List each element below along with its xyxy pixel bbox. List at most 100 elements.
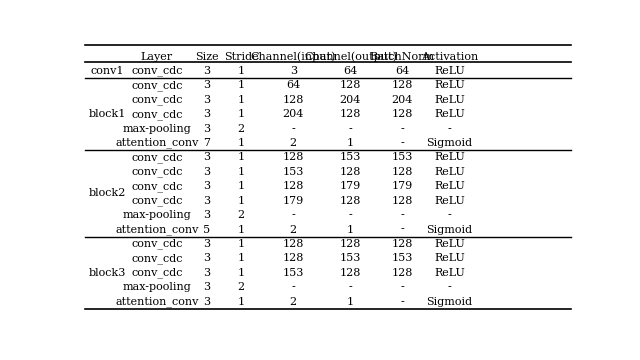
Text: 153: 153 bbox=[283, 268, 304, 278]
Text: 153: 153 bbox=[340, 253, 361, 264]
Text: 3: 3 bbox=[203, 297, 210, 307]
Text: 1: 1 bbox=[237, 196, 244, 206]
Text: ReLU: ReLU bbox=[434, 196, 465, 206]
Text: 153: 153 bbox=[392, 253, 413, 264]
Text: ReLU: ReLU bbox=[434, 109, 465, 119]
Text: conv_cdc: conv_cdc bbox=[131, 80, 182, 91]
Text: Sigmoid: Sigmoid bbox=[426, 138, 472, 148]
Text: 1: 1 bbox=[347, 297, 354, 307]
Text: max-pooling: max-pooling bbox=[122, 123, 191, 134]
Text: 1: 1 bbox=[237, 95, 244, 105]
Text: ReLU: ReLU bbox=[434, 181, 465, 191]
Text: 1: 1 bbox=[237, 153, 244, 162]
Text: conv_cdc: conv_cdc bbox=[131, 195, 182, 206]
Text: 128: 128 bbox=[340, 167, 361, 177]
Text: 128: 128 bbox=[392, 268, 413, 278]
Text: 7: 7 bbox=[203, 138, 210, 148]
Text: Layer: Layer bbox=[141, 51, 173, 62]
Text: -: - bbox=[401, 138, 404, 148]
Text: 179: 179 bbox=[392, 181, 413, 191]
Text: 3: 3 bbox=[203, 210, 210, 220]
Text: attention_conv: attention_conv bbox=[115, 138, 198, 148]
Text: Sigmoid: Sigmoid bbox=[426, 225, 472, 234]
Text: 1: 1 bbox=[347, 138, 354, 148]
Text: -: - bbox=[291, 123, 295, 134]
Text: Channel(output): Channel(output) bbox=[304, 51, 397, 62]
Text: conv_cdc: conv_cdc bbox=[131, 181, 182, 192]
Text: 128: 128 bbox=[283, 253, 304, 264]
Text: 3: 3 bbox=[203, 109, 210, 119]
Text: BatchNorm: BatchNorm bbox=[370, 51, 435, 62]
Text: -: - bbox=[447, 282, 451, 292]
Text: 1: 1 bbox=[237, 109, 244, 119]
Text: 3: 3 bbox=[203, 123, 210, 134]
Text: 3: 3 bbox=[203, 196, 210, 206]
Text: conv_cdc: conv_cdc bbox=[131, 152, 182, 163]
Text: 3: 3 bbox=[203, 66, 210, 76]
Text: 128: 128 bbox=[392, 167, 413, 177]
Text: 128: 128 bbox=[340, 196, 361, 206]
Text: block2: block2 bbox=[88, 189, 126, 198]
Text: block1: block1 bbox=[88, 109, 126, 119]
Text: 2: 2 bbox=[237, 210, 244, 220]
Text: conv_cdc: conv_cdc bbox=[131, 239, 182, 249]
Text: 3: 3 bbox=[203, 253, 210, 264]
Text: 1: 1 bbox=[237, 66, 244, 76]
Text: block3: block3 bbox=[88, 268, 126, 278]
Text: 128: 128 bbox=[340, 268, 361, 278]
Text: 3: 3 bbox=[203, 282, 210, 292]
Text: 3: 3 bbox=[203, 239, 210, 249]
Text: 1: 1 bbox=[237, 253, 244, 264]
Text: 128: 128 bbox=[283, 95, 304, 105]
Text: 153: 153 bbox=[283, 167, 304, 177]
Text: -: - bbox=[401, 123, 404, 134]
Text: max-pooling: max-pooling bbox=[122, 282, 191, 292]
Text: 3: 3 bbox=[203, 268, 210, 278]
Text: attention_conv: attention_conv bbox=[115, 224, 198, 235]
Text: 128: 128 bbox=[340, 109, 361, 119]
Text: 2: 2 bbox=[237, 282, 244, 292]
Text: 128: 128 bbox=[340, 239, 361, 249]
Text: -: - bbox=[447, 210, 451, 220]
Text: conv_cdc: conv_cdc bbox=[131, 167, 182, 177]
Text: Sigmoid: Sigmoid bbox=[426, 297, 472, 307]
Text: 128: 128 bbox=[283, 153, 304, 162]
Text: ReLU: ReLU bbox=[434, 153, 465, 162]
Text: Channel(input): Channel(input) bbox=[251, 51, 336, 62]
Text: -: - bbox=[348, 210, 352, 220]
Text: 1: 1 bbox=[237, 297, 244, 307]
Text: Size: Size bbox=[195, 51, 218, 62]
Text: 153: 153 bbox=[392, 153, 413, 162]
Text: 1: 1 bbox=[237, 225, 244, 234]
Text: 1: 1 bbox=[237, 239, 244, 249]
Text: 128: 128 bbox=[340, 80, 361, 90]
Text: 2: 2 bbox=[290, 138, 297, 148]
Text: 128: 128 bbox=[392, 196, 413, 206]
Text: conv_cdc: conv_cdc bbox=[131, 253, 182, 264]
Text: -: - bbox=[401, 282, 404, 292]
Text: attention_conv: attention_conv bbox=[115, 296, 198, 307]
Text: -: - bbox=[401, 297, 404, 307]
Text: -: - bbox=[447, 123, 451, 134]
Text: 204: 204 bbox=[283, 109, 304, 119]
Text: -: - bbox=[401, 225, 404, 234]
Text: ReLU: ReLU bbox=[434, 80, 465, 90]
Text: conv_cdc: conv_cdc bbox=[131, 94, 182, 105]
Text: 3: 3 bbox=[203, 153, 210, 162]
Text: ReLU: ReLU bbox=[434, 253, 465, 264]
Text: ReLU: ReLU bbox=[434, 95, 465, 105]
Text: 1: 1 bbox=[237, 268, 244, 278]
Text: 1: 1 bbox=[237, 80, 244, 90]
Text: -: - bbox=[291, 210, 295, 220]
Text: -: - bbox=[348, 282, 352, 292]
Text: 204: 204 bbox=[392, 95, 413, 105]
Text: 2: 2 bbox=[290, 297, 297, 307]
Text: 128: 128 bbox=[283, 239, 304, 249]
Text: 128: 128 bbox=[283, 181, 304, 191]
Text: max-pooling: max-pooling bbox=[122, 210, 191, 220]
Text: 179: 179 bbox=[283, 196, 304, 206]
Text: 3: 3 bbox=[290, 66, 297, 76]
Text: ReLU: ReLU bbox=[434, 167, 465, 177]
Text: -: - bbox=[401, 210, 404, 220]
Text: 179: 179 bbox=[340, 181, 361, 191]
